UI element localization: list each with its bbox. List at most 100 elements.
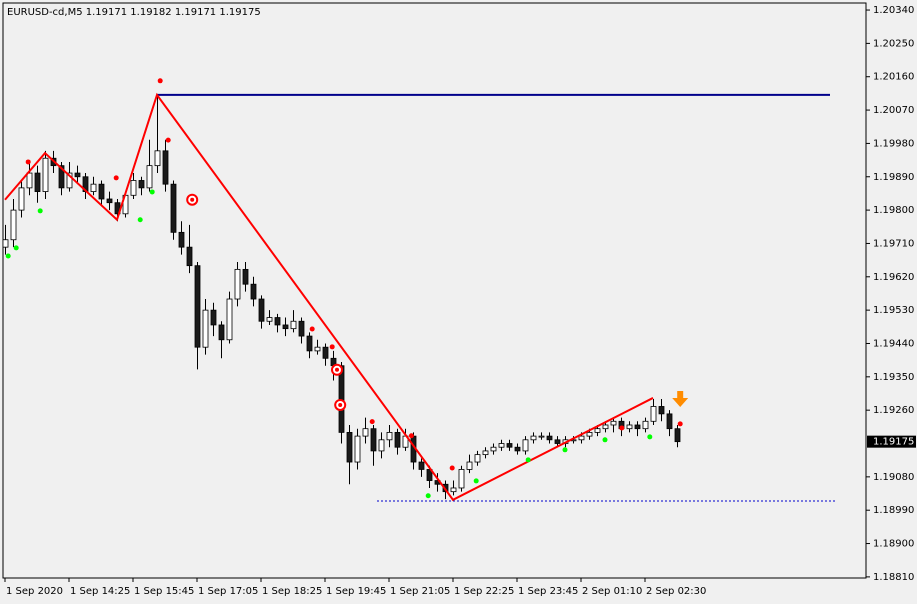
candle-body (586, 431, 593, 437)
candle-body (490, 446, 497, 452)
signal-circle-dot (190, 197, 195, 202)
y-tick-label: 1.19440 (873, 338, 914, 349)
y-tick-label: 1.19980 (873, 138, 914, 149)
candle-body (234, 268, 241, 300)
candle-body (162, 150, 169, 185)
candle-body (610, 420, 617, 426)
buy-dots (137, 217, 143, 223)
candle-body (154, 150, 161, 167)
candle-body (346, 431, 353, 463)
candle-body (130, 180, 137, 196)
signal-circle-dot (338, 402, 343, 407)
candle-body (362, 428, 369, 437)
candle-body (42, 157, 49, 192)
candle-body (474, 454, 481, 463)
chart-title: EURUSD-cd,M5 1.19171 1.19182 1.19171 1.1… (7, 7, 261, 18)
candle-body (458, 469, 465, 489)
candle-body (178, 231, 185, 248)
y-tick-label: 1.19620 (873, 272, 914, 283)
candle-body (306, 335, 313, 352)
buy-dots (37, 208, 43, 214)
candle-body (34, 172, 41, 192)
y-tick-label: 1.20340 (873, 5, 914, 16)
candle-body (314, 346, 321, 352)
candle-body (282, 324, 289, 330)
x-tick-label: 1 Sep 17:05 (198, 586, 258, 597)
candle-body (26, 172, 33, 189)
buy-dots (13, 245, 19, 251)
candle-body (10, 209, 17, 241)
buy-dots (425, 493, 431, 499)
candle-body (354, 435, 361, 463)
y-tick-label: 1.19350 (873, 372, 914, 383)
buy-dots (602, 437, 608, 443)
candle-body (514, 446, 521, 452)
candle-body (250, 283, 257, 300)
candle-body (218, 324, 225, 341)
x-tick-label: 1 Sep 18:25 (262, 586, 322, 597)
last-price-label: 1.19175 (873, 437, 914, 448)
zigzag-line (4, 92, 654, 502)
y-tick-label: 1.20250 (873, 38, 914, 49)
down-arrow (672, 390, 689, 407)
sell-dots (449, 465, 455, 471)
candle-body (554, 439, 561, 444)
candle-body (146, 165, 153, 189)
sell-dots (165, 137, 171, 143)
signal-circle-dot (335, 367, 339, 372)
candle-body (546, 435, 553, 441)
sell-dots (619, 425, 625, 431)
sell-dots (157, 78, 163, 84)
x-tick-label: 1 Sep 14:25 (70, 586, 130, 597)
candle-body (202, 309, 209, 348)
candle-body (266, 317, 273, 322)
y-tick-label: 1.19890 (873, 172, 914, 183)
candle-body (498, 443, 505, 448)
x-tick-label: 1 Sep 2020 (6, 586, 63, 597)
x-tick-label: 1 Sep 21:05 (390, 586, 450, 597)
sell-dots (369, 419, 375, 425)
candle-body (18, 187, 25, 211)
candle-body (378, 439, 385, 452)
candle-body (642, 420, 649, 430)
sell-dots (329, 344, 335, 350)
sell-dots (309, 326, 315, 332)
x-tick-label: 2 Sep 02:30 (646, 586, 706, 597)
candle-body (418, 461, 425, 470)
candle-body (90, 183, 97, 192)
candle-body (466, 461, 473, 470)
candle-body (634, 424, 641, 430)
sell-dots (25, 159, 31, 165)
candle-body (450, 487, 457, 493)
sell-dots (408, 433, 414, 439)
candle-body (674, 428, 681, 443)
y-tick-label: 1.20070 (873, 105, 914, 116)
candle-body (194, 265, 201, 348)
candle-body (106, 198, 113, 204)
candle-body (530, 435, 537, 441)
y-tick-label: 1.18990 (873, 505, 914, 516)
candle-body (258, 298, 265, 322)
candle-body (506, 443, 513, 448)
candle-body (298, 320, 305, 337)
x-tick-label: 1 Sep 15:45 (134, 586, 194, 597)
y-tick-label: 1.19530 (873, 305, 914, 316)
buy-dots (149, 189, 155, 195)
y-tick-label: 1.19080 (873, 472, 914, 483)
buy-dots (562, 447, 568, 453)
buy-dots (525, 457, 531, 463)
candle-body (226, 298, 233, 341)
candle-body (290, 320, 297, 330)
y-tick-label: 1.19260 (873, 405, 914, 416)
candle-body (58, 165, 65, 189)
candle-body (2, 239, 9, 248)
candle-body (658, 406, 665, 415)
buy-dots (473, 478, 479, 484)
candle-body (138, 180, 145, 189)
candle-body (186, 246, 193, 267)
candle-body (482, 450, 489, 456)
candle-body (274, 317, 281, 326)
buy-dots (647, 434, 653, 440)
candle-body (578, 435, 585, 441)
